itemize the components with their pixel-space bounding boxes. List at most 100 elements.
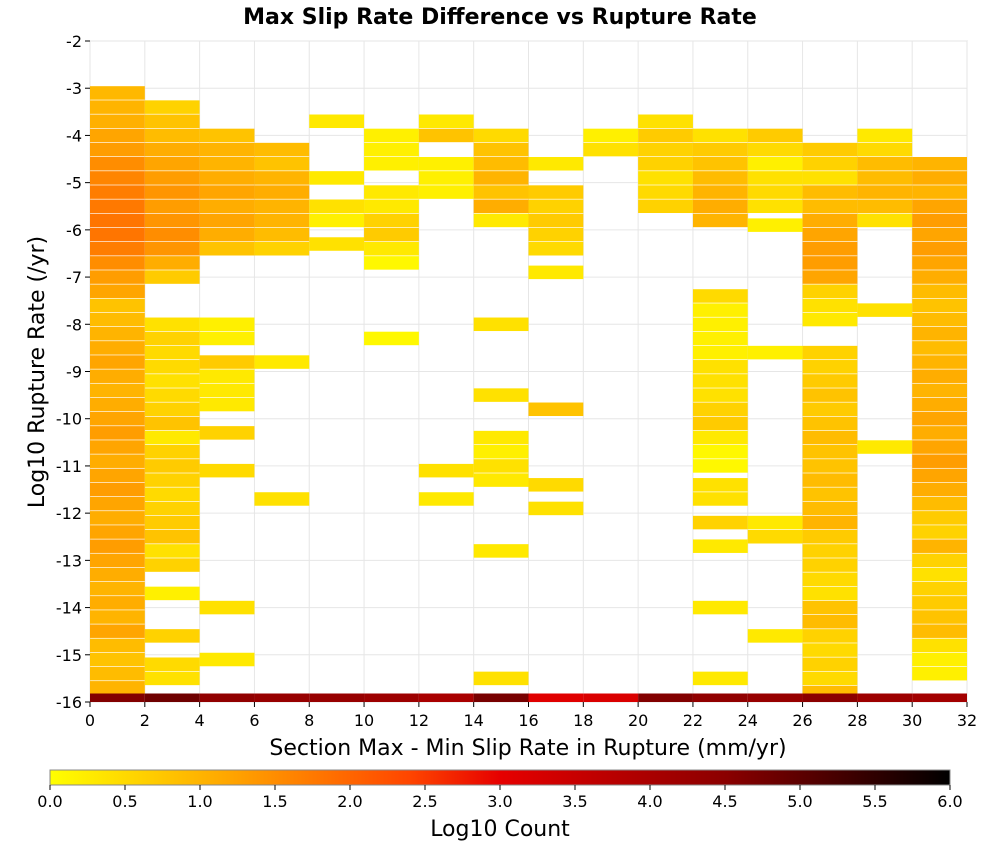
- heatmap-cell: [90, 270, 145, 284]
- heatmap-cell: [802, 629, 858, 643]
- heatmap-cell: [90, 171, 145, 185]
- y-tick-label: -5: [66, 174, 82, 193]
- heatmap-cell: [747, 185, 803, 199]
- heatmap-cell: [364, 128, 419, 143]
- heatmap-cell: [912, 284, 967, 298]
- heatmap-cell: [473, 317, 529, 332]
- heatmap-cell: [802, 270, 858, 284]
- heatmap-cell: [638, 171, 693, 185]
- heatmap-cell: [692, 478, 748, 492]
- heatmap-cell: [692, 289, 748, 303]
- heatmap-cell: [309, 199, 365, 214]
- heatmap-cell: [802, 402, 858, 417]
- heatmap-cell: [692, 185, 748, 199]
- x-tick-label: 18: [573, 711, 593, 730]
- heatmap-cell: [802, 657, 858, 671]
- heatmap-cell: [418, 157, 474, 171]
- heatmap-cell: [692, 374, 748, 388]
- x-tick-label: 2: [140, 711, 150, 730]
- heatmap-cell: [912, 312, 967, 327]
- heatmap-cell: [583, 128, 639, 143]
- x-tick-label: 6: [249, 711, 259, 730]
- heatmap-cell: [692, 388, 748, 402]
- heatmap-cell: [528, 227, 584, 242]
- heatmap-cell: [254, 492, 310, 506]
- heatmap-cell: [473, 199, 529, 214]
- heatmap-cell: [692, 157, 748, 171]
- heatmap-cell: [692, 128, 748, 143]
- colorbar-tick-label: 0.0: [37, 792, 62, 811]
- heatmap-cell: [747, 529, 803, 544]
- heatmap-cell: [473, 459, 529, 473]
- heatmap-cell: [912, 581, 967, 596]
- heatmap-cell: [528, 402, 584, 417]
- heatmap-cell: [802, 473, 858, 487]
- heatmap-cell: [309, 171, 365, 185]
- heatmap-cell: [692, 492, 748, 506]
- heatmap-cell: [90, 128, 145, 143]
- heatmap-cell: [144, 227, 200, 242]
- heatmap-cell: [90, 539, 145, 553]
- bottom-row-cell: [747, 693, 803, 702]
- heatmap-cell: [747, 629, 803, 643]
- heatmap-cell: [364, 199, 419, 214]
- heatmap-cell: [144, 345, 200, 360]
- x-tick-label: 4: [195, 711, 205, 730]
- heatmap-cell: [199, 241, 255, 256]
- x-tick-label: 10: [354, 711, 374, 730]
- y-tick-label: -16: [56, 693, 82, 712]
- heatmap-cell: [857, 213, 913, 228]
- heatmap-cell: [912, 638, 967, 653]
- heatmap-cell: [418, 128, 474, 143]
- heatmap-cell: [857, 199, 913, 214]
- heatmap-cells: [90, 86, 967, 700]
- heatmap-cell: [90, 482, 145, 497]
- y-tick-label: -11: [56, 457, 82, 476]
- bottom-row-cell: [144, 693, 200, 702]
- x-axis-label: Section Max - Min Slip Rate in Rupture (…: [269, 736, 786, 761]
- colorbar-tick-label: 2.0: [337, 792, 362, 811]
- heatmap-cell: [418, 171, 474, 185]
- y-tick-label: -4: [66, 126, 82, 145]
- heatmap-cell: [692, 345, 748, 360]
- heatmap-cell: [90, 86, 145, 100]
- heatmap-cell: [912, 171, 967, 185]
- bottom-row-cell: [638, 693, 693, 702]
- heatmap-cell: [199, 157, 255, 171]
- heatmap-cell: [638, 114, 693, 129]
- heatmap-cell: [90, 341, 145, 355]
- heatmap-cell: [638, 157, 693, 171]
- heatmap-cell: [857, 142, 913, 157]
- heatmap-cell: [364, 227, 419, 242]
- bottom-row-cells: [90, 693, 967, 702]
- heatmap-cell: [144, 317, 200, 332]
- heatmap-cell: [254, 355, 310, 369]
- heatmap-cell: [144, 529, 200, 544]
- heatmap-cell: [144, 459, 200, 473]
- heatmap-cell: [473, 388, 529, 402]
- heatmap-cell: [199, 652, 255, 667]
- heatmap-cell: [857, 185, 913, 199]
- x-tick-label: 26: [792, 711, 812, 730]
- heatmap-cell: [912, 185, 967, 199]
- heatmap-cell: [857, 440, 913, 454]
- heatmap-cell: [912, 666, 967, 681]
- heatmap-cell: [90, 511, 145, 525]
- heatmap-cell: [199, 128, 255, 143]
- heatmap-cell: [692, 303, 748, 317]
- heatmap-cell: [144, 374, 200, 388]
- heatmap-cell: [528, 265, 584, 280]
- heatmap-cell: [692, 459, 748, 473]
- heatmap-cell: [90, 638, 145, 653]
- heatmap-cell: [638, 199, 693, 214]
- heatmap-cell: [802, 284, 858, 298]
- bottom-row-cell: [583, 693, 639, 702]
- bottom-row-cell: [802, 693, 858, 702]
- heatmap-cell: [912, 482, 967, 497]
- heatmap-cell: [90, 256, 145, 270]
- heatmap-cell: [638, 128, 693, 143]
- y-tick-label: -13: [56, 551, 82, 570]
- heatmap-cell: [90, 468, 145, 483]
- heatmap-cell: [144, 199, 200, 214]
- heatmap-cell: [912, 227, 967, 242]
